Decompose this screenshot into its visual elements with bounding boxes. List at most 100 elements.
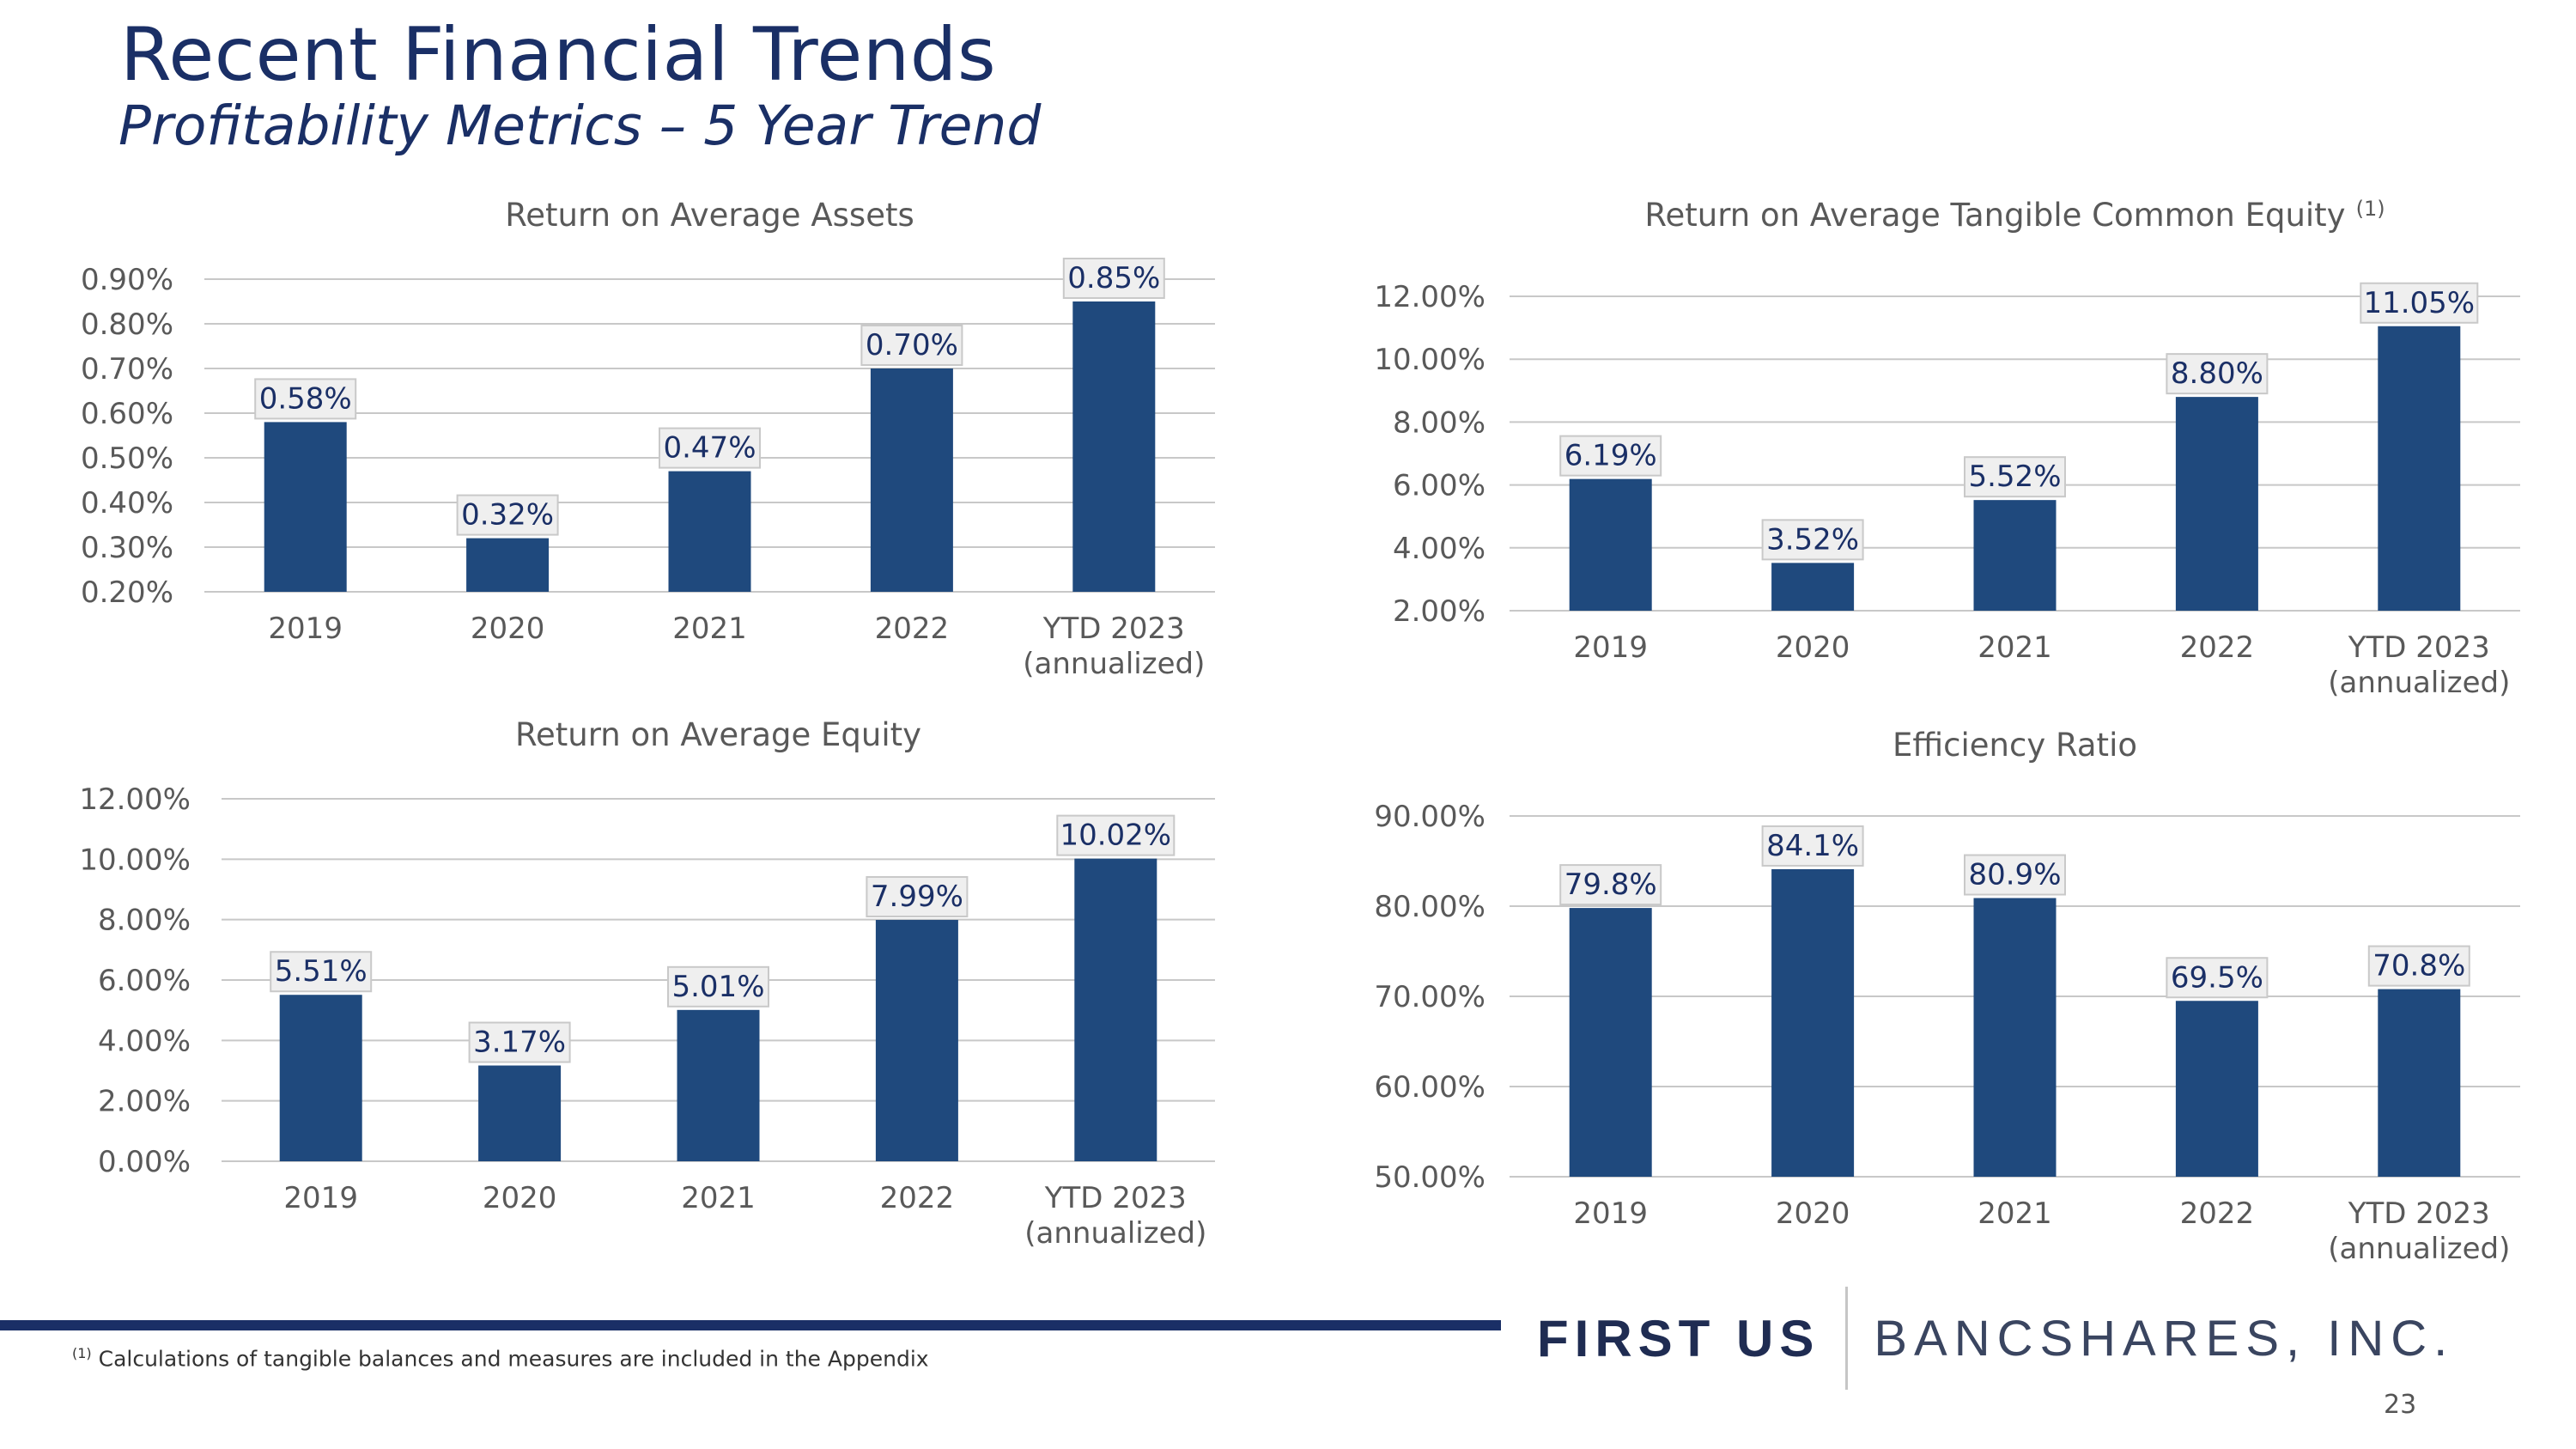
category-label: YTD 2023 (annualized) (2328, 1196, 2510, 1266)
data-label: 8.80% (2171, 356, 2263, 391)
y-tick-label: 6.00% (98, 964, 191, 998)
data-label: 84.1% (1766, 829, 1859, 863)
data-label: 79.8% (1564, 868, 1657, 902)
data-label-box (270, 951, 373, 993)
footnote-marker: (1) (72, 1345, 92, 1361)
data-label-box (866, 876, 969, 918)
bar (279, 995, 362, 1161)
logo-divider (1845, 1287, 1849, 1390)
data-label-box (860, 325, 963, 366)
company-logo: FIRST US BANCSHARES, INC. (1537, 1287, 2454, 1390)
category-label: YTD 2023 (annualized) (2328, 630, 2510, 700)
bar (2378, 326, 2461, 611)
category-label: 2021 (1978, 630, 2052, 665)
bar (2175, 1001, 2258, 1177)
y-tick-label: 12.00% (1374, 280, 1485, 314)
category-label: 2022 (2180, 630, 2255, 665)
category-label: 2019 (268, 612, 343, 646)
data-label: 0.85% (1067, 261, 1160, 295)
chart-title-footnote-marker: (1) (2356, 197, 2385, 221)
category-label: 2022 (880, 1181, 955, 1215)
y-tick-label: 0.60% (81, 397, 173, 431)
y-tick-label: 0.70% (81, 352, 173, 387)
data-label: 80.9% (1968, 858, 2061, 892)
bar (1973, 500, 2057, 611)
bar (1771, 868, 1855, 1177)
page-number: 23 (2384, 1390, 2417, 1420)
bar (875, 920, 958, 1161)
data-label: 0.47% (663, 431, 756, 466)
data-label-box (2367, 945, 2470, 987)
category-label: YTD 2023 (annualized) (1024, 1181, 1206, 1251)
chart-title: Return on Average Tangible Common Equity… (1644, 197, 2385, 234)
category-label: 2021 (681, 1181, 756, 1215)
data-label: 69.5% (2171, 960, 2263, 995)
data-label: 5.52% (1968, 460, 2061, 494)
bar (668, 471, 751, 592)
data-label-box (468, 1021, 571, 1063)
data-label: 5.01% (671, 970, 764, 1004)
y-tick-label: 60.00% (1374, 1070, 1485, 1105)
y-tick-label: 0.00% (98, 1145, 191, 1179)
bar (466, 538, 550, 592)
data-label-box (2166, 353, 2269, 395)
y-tick-label: 10.00% (1374, 343, 1485, 377)
chart-efficiency-ratio: Efficiency Ratio 50.00% 60.00% 70.00% 80.00%… (1374, 727, 2520, 1266)
data-label-box (1964, 854, 2066, 896)
chart-return-on-average-equity: Return on Average Equity 0.00% 2.00% 4.00% 6… (79, 716, 1215, 1251)
bar (1074, 858, 1157, 1161)
category-label: 2019 (1573, 630, 1648, 665)
category-label: 2020 (1776, 630, 1850, 665)
y-tick-label: 4.00% (1393, 532, 1485, 566)
data-label: 70.8% (2372, 949, 2465, 983)
y-tick-label: 0.40% (81, 486, 173, 521)
data-label: 6.19% (1564, 439, 1657, 473)
data-label: 5.51% (275, 954, 368, 989)
data-label: 3.52% (1766, 522, 1859, 557)
category-label: 2019 (283, 1181, 358, 1215)
category-label: 2022 (2180, 1196, 2255, 1231)
data-label-box (1964, 456, 2066, 498)
category-label: 2021 (672, 612, 747, 646)
category-label: 2020 (1776, 1196, 1850, 1231)
chart-title: Return on Average Assets (505, 197, 914, 234)
bar (870, 368, 953, 592)
data-label: 7.99% (871, 880, 963, 914)
bar (677, 1009, 760, 1161)
bar (1569, 478, 1652, 611)
y-tick-label: 0.30% (81, 531, 173, 565)
data-label: 0.70% (866, 328, 958, 362)
y-tick-label: 4.00% (98, 1024, 191, 1058)
y-tick-label: 0.50% (81, 441, 173, 476)
y-tick-label: 6.00% (1393, 469, 1485, 503)
category-label: 2022 (875, 612, 950, 646)
bar (1973, 898, 2057, 1177)
data-label: 11.05% (2363, 286, 2475, 320)
data-label: 10.02% (1060, 819, 1171, 853)
y-tick-label: 2.00% (98, 1085, 191, 1119)
logo-text-first-us: FIRST US (1537, 1309, 1820, 1367)
y-tick-label: 90.00% (1374, 800, 1485, 834)
footnote-text: Calculations of tangible balances and me… (91, 1346, 929, 1372)
data-label-box (1761, 825, 1864, 867)
data-label-box (667, 965, 769, 1008)
y-tick-label: 0.90% (81, 263, 173, 297)
chart-return-on-average-assets: Return on Average Assets 0.20% 0.30% 0.40% 0… (81, 197, 1215, 681)
y-tick-label: 50.00% (1374, 1160, 1485, 1195)
data-label-box (2360, 282, 2479, 324)
page-subtitle: Profitability Metrics – 5 Year Trend (118, 94, 1042, 157)
bar (1072, 301, 1156, 592)
y-tick-label: 10.00% (79, 843, 191, 877)
category-label: 2021 (1978, 1196, 2052, 1231)
bar (1771, 563, 1855, 611)
data-label: 3.17% (473, 1026, 566, 1060)
y-tick-label: 0.80% (81, 307, 173, 342)
data-label-box (1056, 814, 1176, 856)
y-tick-label: 8.00% (98, 904, 191, 938)
logo-text-bancshares: BANCSHARES, INC. (1874, 1310, 2455, 1367)
category-label: 2020 (483, 1181, 557, 1215)
data-label-box (456, 494, 559, 536)
category-label: YTD 2023 (annualized) (1023, 612, 1205, 681)
chart-title: Efficiency Ratio (1893, 727, 2137, 764)
data-label-box (254, 378, 357, 420)
